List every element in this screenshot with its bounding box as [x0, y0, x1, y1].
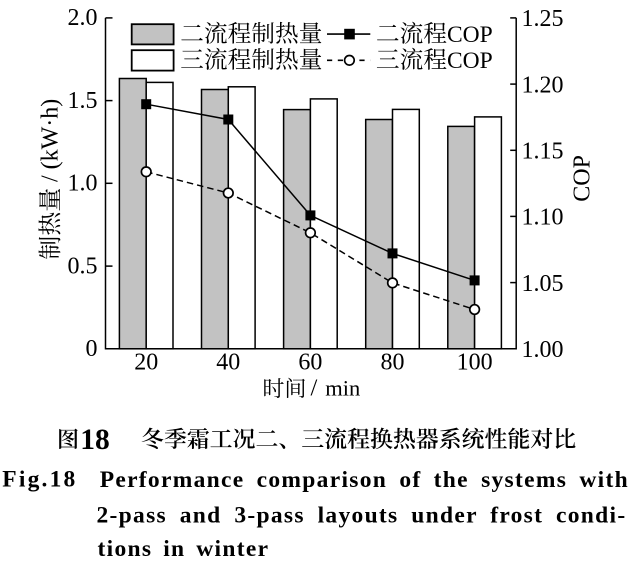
svg-text:1.05: 1.05 [522, 271, 564, 297]
svg-text:100: 100 [457, 350, 493, 376]
svg-text:1.20: 1.20 [522, 72, 564, 98]
svg-text:/: / [311, 375, 318, 402]
svg-text:0: 0 [86, 336, 98, 362]
svg-text:1.10: 1.10 [522, 205, 564, 231]
svg-text:/ (kW·h): / (kW·h) [38, 99, 64, 182]
svg-text:1.5: 1.5 [68, 88, 98, 114]
svg-text:Fig.18: Fig.18 [2, 467, 77, 493]
svg-text:60: 60 [298, 350, 322, 376]
svg-text:COP: COP [570, 155, 596, 202]
svg-text:2-pass and 3-pass layouts unde: 2-pass and 3-pass layouts under frost co… [97, 503, 627, 529]
svg-text:Performance comparison of the: Performance comparison of the systems wi… [100, 467, 629, 493]
svg-text:2.0: 2.0 [68, 5, 98, 31]
svg-text:tions in winter: tions in winter [98, 536, 270, 562]
svg-text:0.5: 0.5 [68, 253, 98, 279]
svg-text:COP: COP [447, 22, 493, 48]
svg-text:40: 40 [216, 350, 240, 376]
svg-text:20: 20 [134, 350, 158, 376]
svg-text:1.00: 1.00 [522, 337, 564, 363]
svg-text:1.15: 1.15 [522, 139, 564, 165]
svg-text:1.25: 1.25 [522, 6, 564, 32]
svg-text:1.0: 1.0 [68, 171, 98, 197]
svg-text:COP: COP [447, 48, 493, 74]
svg-text:min: min [325, 376, 360, 401]
svg-text:18: 18 [80, 424, 110, 456]
svg-text:80: 80 [381, 350, 405, 376]
